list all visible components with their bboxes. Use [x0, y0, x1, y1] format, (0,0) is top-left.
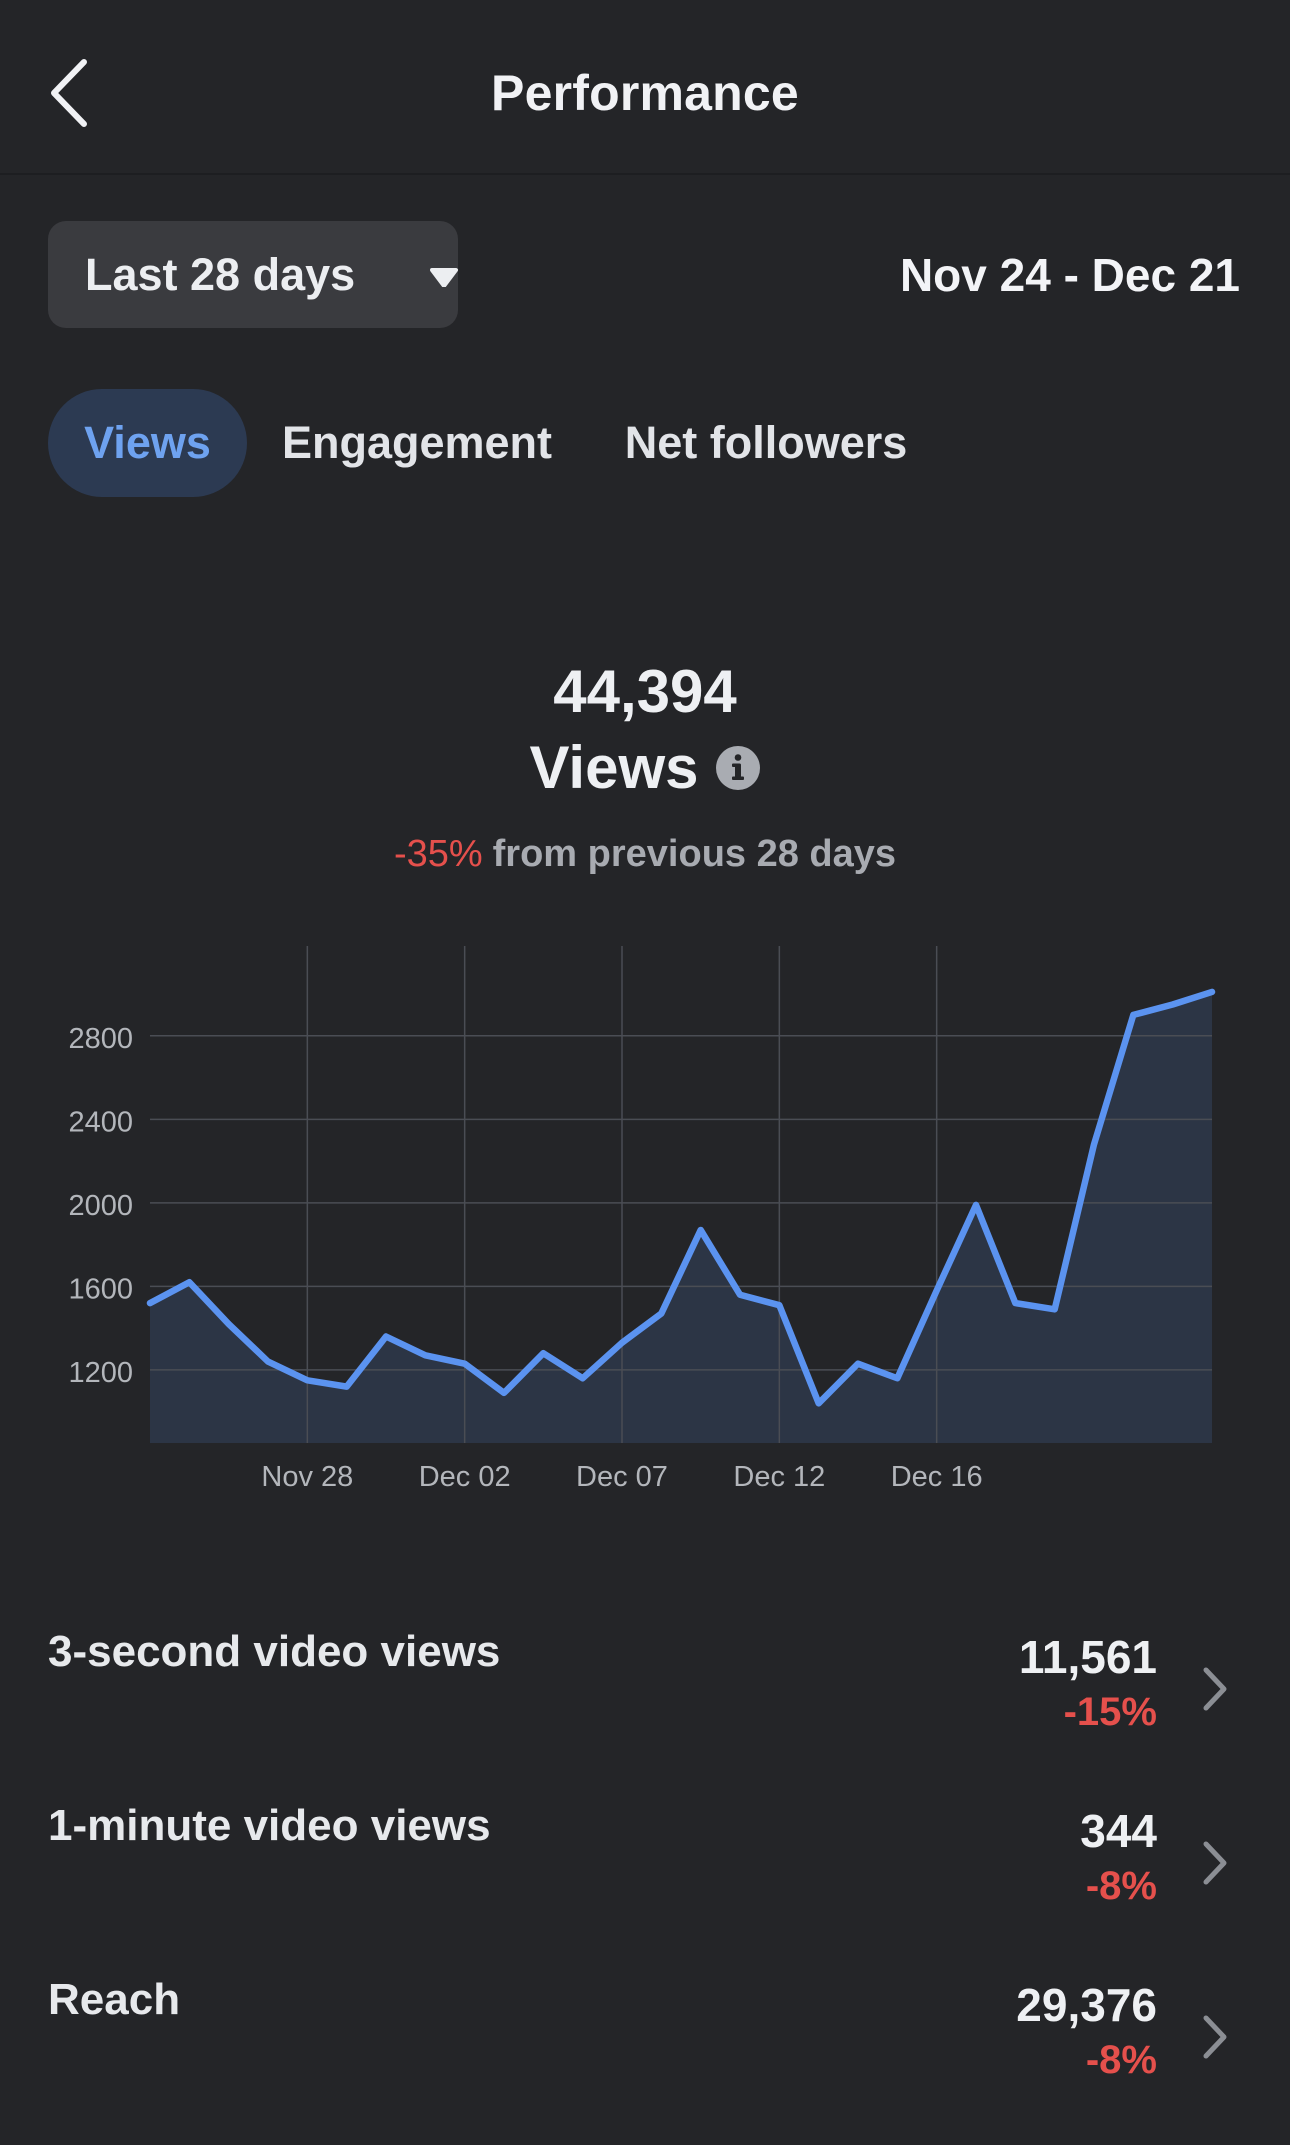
chart-x-tick-label: Dec 16 [891, 1461, 983, 1490]
metric-value: 11,561 [1018, 1631, 1157, 1683]
chart-y-tick-label: 1200 [68, 1357, 133, 1389]
chevron-left-icon [50, 58, 90, 133]
metric-label: 1-minute video views [48, 1801, 491, 1850]
header: Performance [0, 0, 1290, 175]
date-range-text: Nov 24 - Dec 21 [899, 249, 1240, 301]
chevron-right-icon [1200, 1839, 1230, 1892]
metric-row-1-minute-views[interactable]: 1-minute video views 344 -8% [0, 1801, 1290, 1971]
chart-y-tick-label: 2400 [68, 1106, 133, 1138]
caret-down-icon [429, 267, 459, 292]
total-views-value: 44,394 [553, 658, 737, 725]
chart-x-tick-label: Dec 02 [419, 1461, 511, 1490]
views-change-row: -35% from previous 28 days [0, 833, 1290, 876]
date-range-dropdown-label: Last 28 days [85, 248, 356, 300]
info-icon[interactable] [715, 745, 761, 791]
views-change-percent: -35% [393, 833, 483, 875]
total-views-label: Views [529, 734, 699, 801]
tab-net-followers[interactable]: Net followers [624, 417, 908, 468]
date-range-dropdown[interactable]: Last 28 days [48, 221, 458, 328]
page-title: Performance [491, 65, 799, 121]
views-change-text: from previous 28 days [492, 833, 897, 875]
metric-row-reach[interactable]: Reach 29,376 -8% [0, 1975, 1290, 2145]
chart-x-tick-label: Dec 12 [733, 1461, 825, 1490]
tab-views[interactable]: Views [48, 389, 247, 497]
chart-x-tick-label: Dec 07 [576, 1461, 668, 1490]
chart-x-tick-label: Nov 28 [261, 1461, 353, 1490]
chevron-right-icon [1200, 2013, 1230, 2066]
metric-row-3-second-views[interactable]: 3-second video views 11,561 -15% [0, 1627, 1290, 1797]
metric-change: -8% [1085, 1864, 1157, 1908]
metric-label: Reach [48, 1975, 181, 2024]
chart-area-fill [150, 991, 1212, 1443]
chart-y-tick-label: 2000 [68, 1190, 133, 1222]
total-views-label-row: Views [0, 733, 1290, 802]
metric-value: 29,376 [1016, 1979, 1157, 2031]
views-chart: 1200 1600 2000 2400 2800 Nov 28 Dec 02 Dec 07 De… [68, 946, 1216, 1490]
back-button[interactable] [40, 55, 100, 135]
metric-change: -8% [1085, 2038, 1157, 2082]
metric-change: -15% [1063, 1690, 1157, 1734]
chart-y-tick-label: 1600 [68, 1273, 133, 1305]
tab-engagement[interactable]: Engagement [281, 417, 553, 468]
chart-y-tick-label: 2800 [68, 1023, 133, 1055]
metric-value: 344 [1080, 1805, 1157, 1857]
chart-series-line [146, 988, 1216, 1407]
metric-label: 3-second video views [48, 1627, 501, 1676]
chevron-right-icon [1200, 1665, 1230, 1718]
